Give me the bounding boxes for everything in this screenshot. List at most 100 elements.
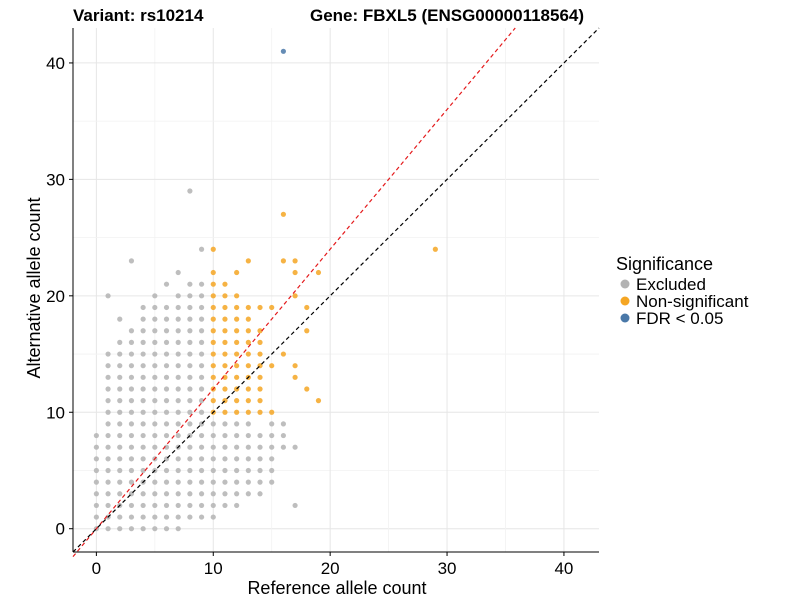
point-non-significant bbox=[210, 246, 216, 252]
point-excluded bbox=[245, 444, 251, 450]
point-non-significant bbox=[257, 328, 263, 334]
point-non-significant bbox=[292, 293, 298, 299]
point-excluded bbox=[269, 467, 275, 474]
x-tick-label: 30 bbox=[438, 559, 457, 578]
point-excluded bbox=[269, 421, 275, 427]
point-excluded bbox=[105, 467, 111, 474]
point-excluded bbox=[198, 409, 205, 415]
point-excluded bbox=[128, 444, 135, 450]
point-non-significant bbox=[257, 339, 263, 345]
point-excluded bbox=[187, 188, 193, 194]
point-non-significant bbox=[234, 328, 240, 334]
point-excluded bbox=[140, 456, 146, 462]
point-excluded bbox=[105, 398, 111, 404]
point-excluded bbox=[152, 363, 158, 369]
point-excluded bbox=[187, 339, 193, 345]
point-excluded bbox=[198, 281, 205, 287]
point-excluded bbox=[117, 421, 123, 427]
point-non-significant bbox=[257, 398, 263, 404]
point-excluded bbox=[128, 432, 135, 439]
point-excluded bbox=[198, 246, 205, 252]
point-excluded bbox=[222, 421, 228, 427]
legend-marker-excluded bbox=[620, 279, 630, 289]
point-non-significant bbox=[222, 316, 228, 322]
point-excluded bbox=[198, 514, 205, 520]
legend: Significance Excluded Non-significant FD… bbox=[616, 254, 749, 328]
point-excluded bbox=[152, 479, 158, 485]
point-excluded bbox=[163, 339, 170, 345]
point-excluded bbox=[140, 374, 146, 380]
point-excluded bbox=[140, 491, 146, 497]
point-fdr-0-05 bbox=[280, 48, 286, 54]
point-non-significant bbox=[292, 374, 298, 380]
point-excluded bbox=[198, 374, 205, 380]
point-excluded bbox=[105, 502, 111, 509]
point-excluded bbox=[105, 293, 111, 299]
point-excluded bbox=[198, 479, 205, 485]
data-points bbox=[93, 48, 438, 532]
point-excluded bbox=[163, 421, 170, 427]
point-excluded bbox=[187, 502, 193, 509]
x-tick-label: 0 bbox=[92, 559, 101, 578]
black-dashed-line bbox=[72, 27, 600, 553]
point-excluded bbox=[152, 398, 158, 404]
point-excluded bbox=[198, 316, 205, 322]
point-excluded bbox=[163, 409, 170, 415]
point-non-significant bbox=[222, 281, 228, 287]
point-excluded bbox=[175, 398, 181, 404]
point-excluded bbox=[210, 502, 216, 509]
point-excluded bbox=[198, 293, 205, 299]
point-excluded bbox=[140, 386, 146, 392]
point-excluded bbox=[152, 421, 158, 427]
point-excluded bbox=[163, 398, 170, 404]
point-non-significant bbox=[222, 363, 228, 369]
point-excluded bbox=[175, 328, 181, 334]
point-excluded bbox=[187, 456, 193, 462]
point-excluded bbox=[117, 514, 123, 520]
point-excluded bbox=[210, 514, 216, 520]
point-excluded bbox=[128, 467, 135, 474]
point-excluded bbox=[163, 491, 170, 497]
point-excluded bbox=[187, 491, 193, 497]
point-non-significant bbox=[245, 398, 251, 404]
point-excluded bbox=[234, 467, 240, 474]
point-non-significant bbox=[304, 304, 310, 311]
point-excluded bbox=[117, 398, 123, 404]
point-excluded bbox=[187, 293, 193, 299]
point-excluded bbox=[198, 304, 205, 311]
point-excluded bbox=[269, 456, 275, 462]
point-non-significant bbox=[234, 293, 240, 299]
point-excluded bbox=[187, 374, 193, 380]
point-non-significant bbox=[222, 386, 228, 392]
point-excluded bbox=[292, 502, 298, 509]
point-excluded bbox=[198, 467, 205, 474]
point-excluded bbox=[198, 363, 205, 369]
y-tick-label: 20 bbox=[46, 287, 65, 306]
point-excluded bbox=[128, 374, 135, 380]
point-non-significant bbox=[304, 386, 310, 392]
point-excluded bbox=[152, 328, 158, 334]
point-excluded bbox=[175, 351, 181, 357]
point-excluded bbox=[105, 351, 111, 357]
point-excluded bbox=[163, 526, 170, 532]
point-excluded bbox=[93, 514, 99, 520]
point-excluded bbox=[128, 456, 135, 462]
point-non-significant bbox=[234, 351, 240, 357]
point-excluded bbox=[117, 432, 123, 439]
point-excluded bbox=[245, 491, 251, 497]
point-excluded bbox=[152, 386, 158, 392]
point-excluded bbox=[175, 339, 181, 345]
point-excluded bbox=[187, 363, 193, 369]
point-excluded bbox=[163, 432, 170, 439]
point-non-significant bbox=[245, 328, 251, 334]
point-excluded bbox=[105, 444, 111, 450]
axes bbox=[69, 28, 599, 556]
point-non-significant bbox=[245, 258, 251, 264]
point-excluded bbox=[245, 421, 251, 427]
point-excluded bbox=[269, 479, 275, 485]
point-non-significant bbox=[257, 409, 263, 415]
point-excluded bbox=[152, 339, 158, 345]
legend-label-non-significant: Non-significant bbox=[636, 292, 749, 311]
point-non-significant bbox=[257, 351, 263, 357]
point-non-significant bbox=[315, 398, 322, 404]
